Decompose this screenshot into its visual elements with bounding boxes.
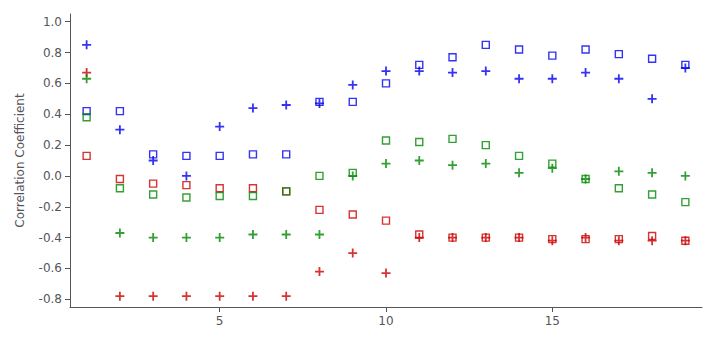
svg-text:10: 10 (378, 314, 393, 328)
svg-text:0.4: 0.4 (43, 107, 62, 121)
svg-text:0.8: 0.8 (43, 46, 62, 60)
svg-text:1.0: 1.0 (43, 15, 62, 29)
svg-text:0.2: 0.2 (43, 138, 62, 152)
svg-text:15: 15 (545, 314, 560, 328)
svg-text:5: 5 (216, 314, 224, 328)
svg-text:-0.2: -0.2 (39, 200, 62, 214)
svg-text:Correlation Coefficient: Correlation Coefficient (13, 93, 27, 228)
svg-text:-0.8: -0.8 (39, 292, 62, 306)
svg-text:0.6: 0.6 (43, 76, 62, 90)
svg-text:0.0: 0.0 (43, 169, 62, 183)
svg-text:-0.6: -0.6 (39, 261, 62, 275)
svg-text:-0.4: -0.4 (39, 231, 62, 245)
